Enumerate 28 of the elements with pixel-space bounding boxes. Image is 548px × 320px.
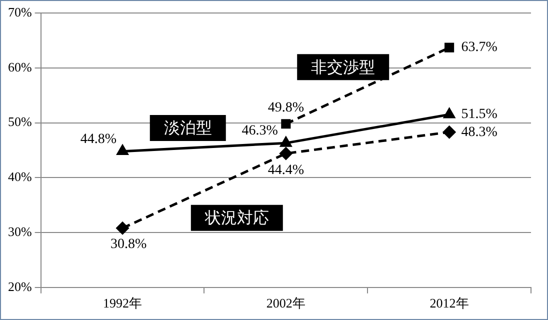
y-tick-label: 30% bbox=[8, 224, 32, 239]
data-label: 49.8% bbox=[268, 100, 304, 116]
x-tick-label: 2002年 bbox=[266, 296, 306, 311]
x-tick-label: 2012年 bbox=[430, 296, 469, 311]
y-tick-label: 50% bbox=[8, 114, 32, 130]
point bbox=[280, 136, 292, 147]
data-label: 46.3% bbox=[242, 124, 278, 139]
data-label: 63.7% bbox=[461, 40, 498, 56]
point bbox=[443, 126, 456, 138]
point bbox=[444, 42, 454, 52]
point bbox=[281, 119, 291, 129]
series-label: 淡泊型 bbox=[164, 120, 212, 138]
point bbox=[116, 145, 128, 156]
y-tick-label: 40% bbox=[8, 169, 32, 184]
series-label: 非交渉型 bbox=[311, 58, 376, 76]
data-label: 48.3% bbox=[461, 124, 498, 140]
data-label: 44.8% bbox=[80, 132, 117, 147]
y-tick-label: 70% bbox=[8, 4, 32, 20]
x-tick-label: 1992年 bbox=[103, 296, 142, 311]
data-label: 44.4% bbox=[268, 163, 304, 178]
point bbox=[116, 222, 129, 234]
point bbox=[280, 147, 292, 160]
y-tick-label: 60% bbox=[8, 59, 32, 74]
data-label: 51.5% bbox=[461, 107, 498, 122]
series-label: 状況対応 bbox=[204, 209, 269, 228]
data-label: 30.8% bbox=[110, 236, 147, 252]
y-tick-label: 20% bbox=[8, 278, 32, 294]
point bbox=[444, 108, 455, 118]
